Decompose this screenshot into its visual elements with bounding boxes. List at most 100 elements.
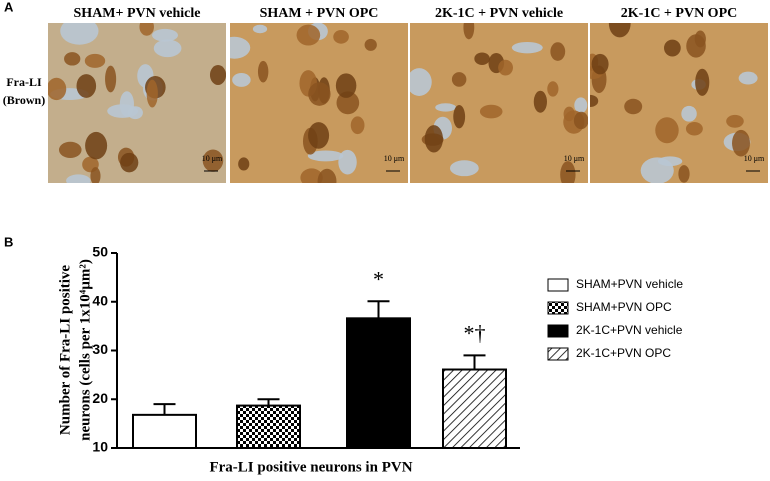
- significance: *: [373, 266, 384, 291]
- neuron: [238, 157, 250, 171]
- neuron: [678, 165, 690, 183]
- y-tick-label: 10: [92, 439, 108, 455]
- legend-label: 2K-1C+PVN OPC: [576, 346, 671, 360]
- image-title: SHAM+ PVN vehicle: [74, 6, 201, 21]
- vessel: [107, 104, 139, 118]
- neuron: [463, 23, 475, 40]
- neuron: [364, 38, 377, 51]
- vessel: [230, 36, 251, 59]
- neuron: [120, 152, 139, 173]
- neuron: [474, 52, 490, 65]
- row-label: (Brown): [3, 93, 45, 107]
- neuron: [317, 168, 337, 183]
- legend-swatch: [547, 347, 569, 361]
- micrograph-content: [48, 23, 226, 183]
- y-tick-label: 40: [92, 292, 108, 308]
- neuron: [336, 91, 360, 115]
- neuron: [308, 82, 331, 106]
- neuron: [64, 52, 81, 66]
- neuron: [732, 129, 750, 157]
- bar: [236, 404, 301, 449]
- neuron: [85, 131, 108, 160]
- legend-label: SHAM+PVN OPC: [576, 300, 672, 314]
- vessel: [574, 97, 588, 114]
- micrograph: [590, 23, 768, 183]
- micrograph: [48, 23, 226, 183]
- legend-label: 2K-1C+PVN vehicle: [576, 323, 683, 337]
- image-title: 2K-1C + PVN OPC: [621, 6, 737, 21]
- neuron: [202, 149, 224, 172]
- neuron: [547, 81, 559, 97]
- neuron: [296, 24, 321, 46]
- vessel: [66, 174, 91, 183]
- micrograph-content: [230, 23, 408, 183]
- neuron: [308, 122, 330, 149]
- neuron: [84, 53, 106, 68]
- panel-label: A: [4, 0, 14, 14]
- scale-label: 10 μm: [564, 154, 585, 163]
- neuron: [76, 74, 97, 98]
- y-axis-label: neurons (cells per 1x10⁴µm²): [77, 259, 93, 441]
- neuron: [663, 39, 681, 57]
- neuron: [590, 94, 599, 107]
- y-tick-label: 30: [92, 341, 108, 357]
- panel-label: B: [4, 234, 13, 249]
- vessel: [152, 28, 179, 42]
- tissue: [48, 23, 226, 183]
- neuron: [686, 34, 706, 58]
- vessel: [449, 160, 479, 177]
- micrograph-content: [410, 23, 588, 183]
- image-title: SHAM + PVN OPC: [260, 6, 379, 21]
- neuron: [90, 167, 101, 183]
- neuron: [608, 23, 631, 38]
- neuron: [335, 73, 357, 98]
- neuron: [424, 125, 443, 153]
- vessel: [511, 41, 543, 54]
- image-title: 2K-1C + PVN vehicle: [435, 6, 563, 21]
- neuron: [350, 116, 365, 135]
- legend-swatch: [547, 301, 569, 315]
- y-axis-label: Number of Fra-LI positive: [57, 265, 73, 435]
- neuron: [591, 53, 609, 75]
- neuron: [560, 161, 576, 183]
- vessel: [657, 156, 683, 167]
- micrograph-content: [590, 23, 768, 183]
- bar: [442, 368, 507, 450]
- neuron: [573, 111, 588, 130]
- vessel: [153, 39, 182, 58]
- bar: [346, 317, 411, 450]
- y-tick-label: 50: [92, 244, 108, 260]
- vessel: [681, 105, 697, 122]
- vessel: [410, 68, 432, 96]
- neuron: [685, 122, 703, 136]
- vessel: [60, 23, 99, 45]
- neuron: [624, 98, 643, 115]
- neuron: [726, 114, 744, 128]
- neuron: [300, 168, 323, 183]
- scale-label: 10 μm: [202, 154, 223, 163]
- scale-label: 10 μm: [744, 154, 765, 163]
- neuron: [550, 42, 566, 61]
- vessel: [252, 24, 268, 34]
- row-label: Fra-LI: [6, 75, 42, 89]
- significance: *†: [464, 320, 486, 345]
- vessel: [232, 72, 251, 87]
- legend-swatch: [547, 324, 569, 338]
- vessel: [307, 150, 344, 162]
- neuron: [655, 117, 679, 144]
- neuron: [533, 90, 547, 113]
- neuron: [257, 60, 269, 83]
- vessel: [738, 71, 758, 85]
- neuron: [146, 79, 158, 108]
- legend-swatch: [547, 278, 569, 292]
- bar: [132, 413, 197, 450]
- neuron: [209, 65, 226, 85]
- neuron: [105, 65, 117, 93]
- neuron: [58, 141, 82, 159]
- neuron: [479, 104, 503, 119]
- neuron: [453, 104, 466, 129]
- neuron: [48, 77, 67, 101]
- neuron: [333, 29, 349, 44]
- neuron: [139, 23, 154, 36]
